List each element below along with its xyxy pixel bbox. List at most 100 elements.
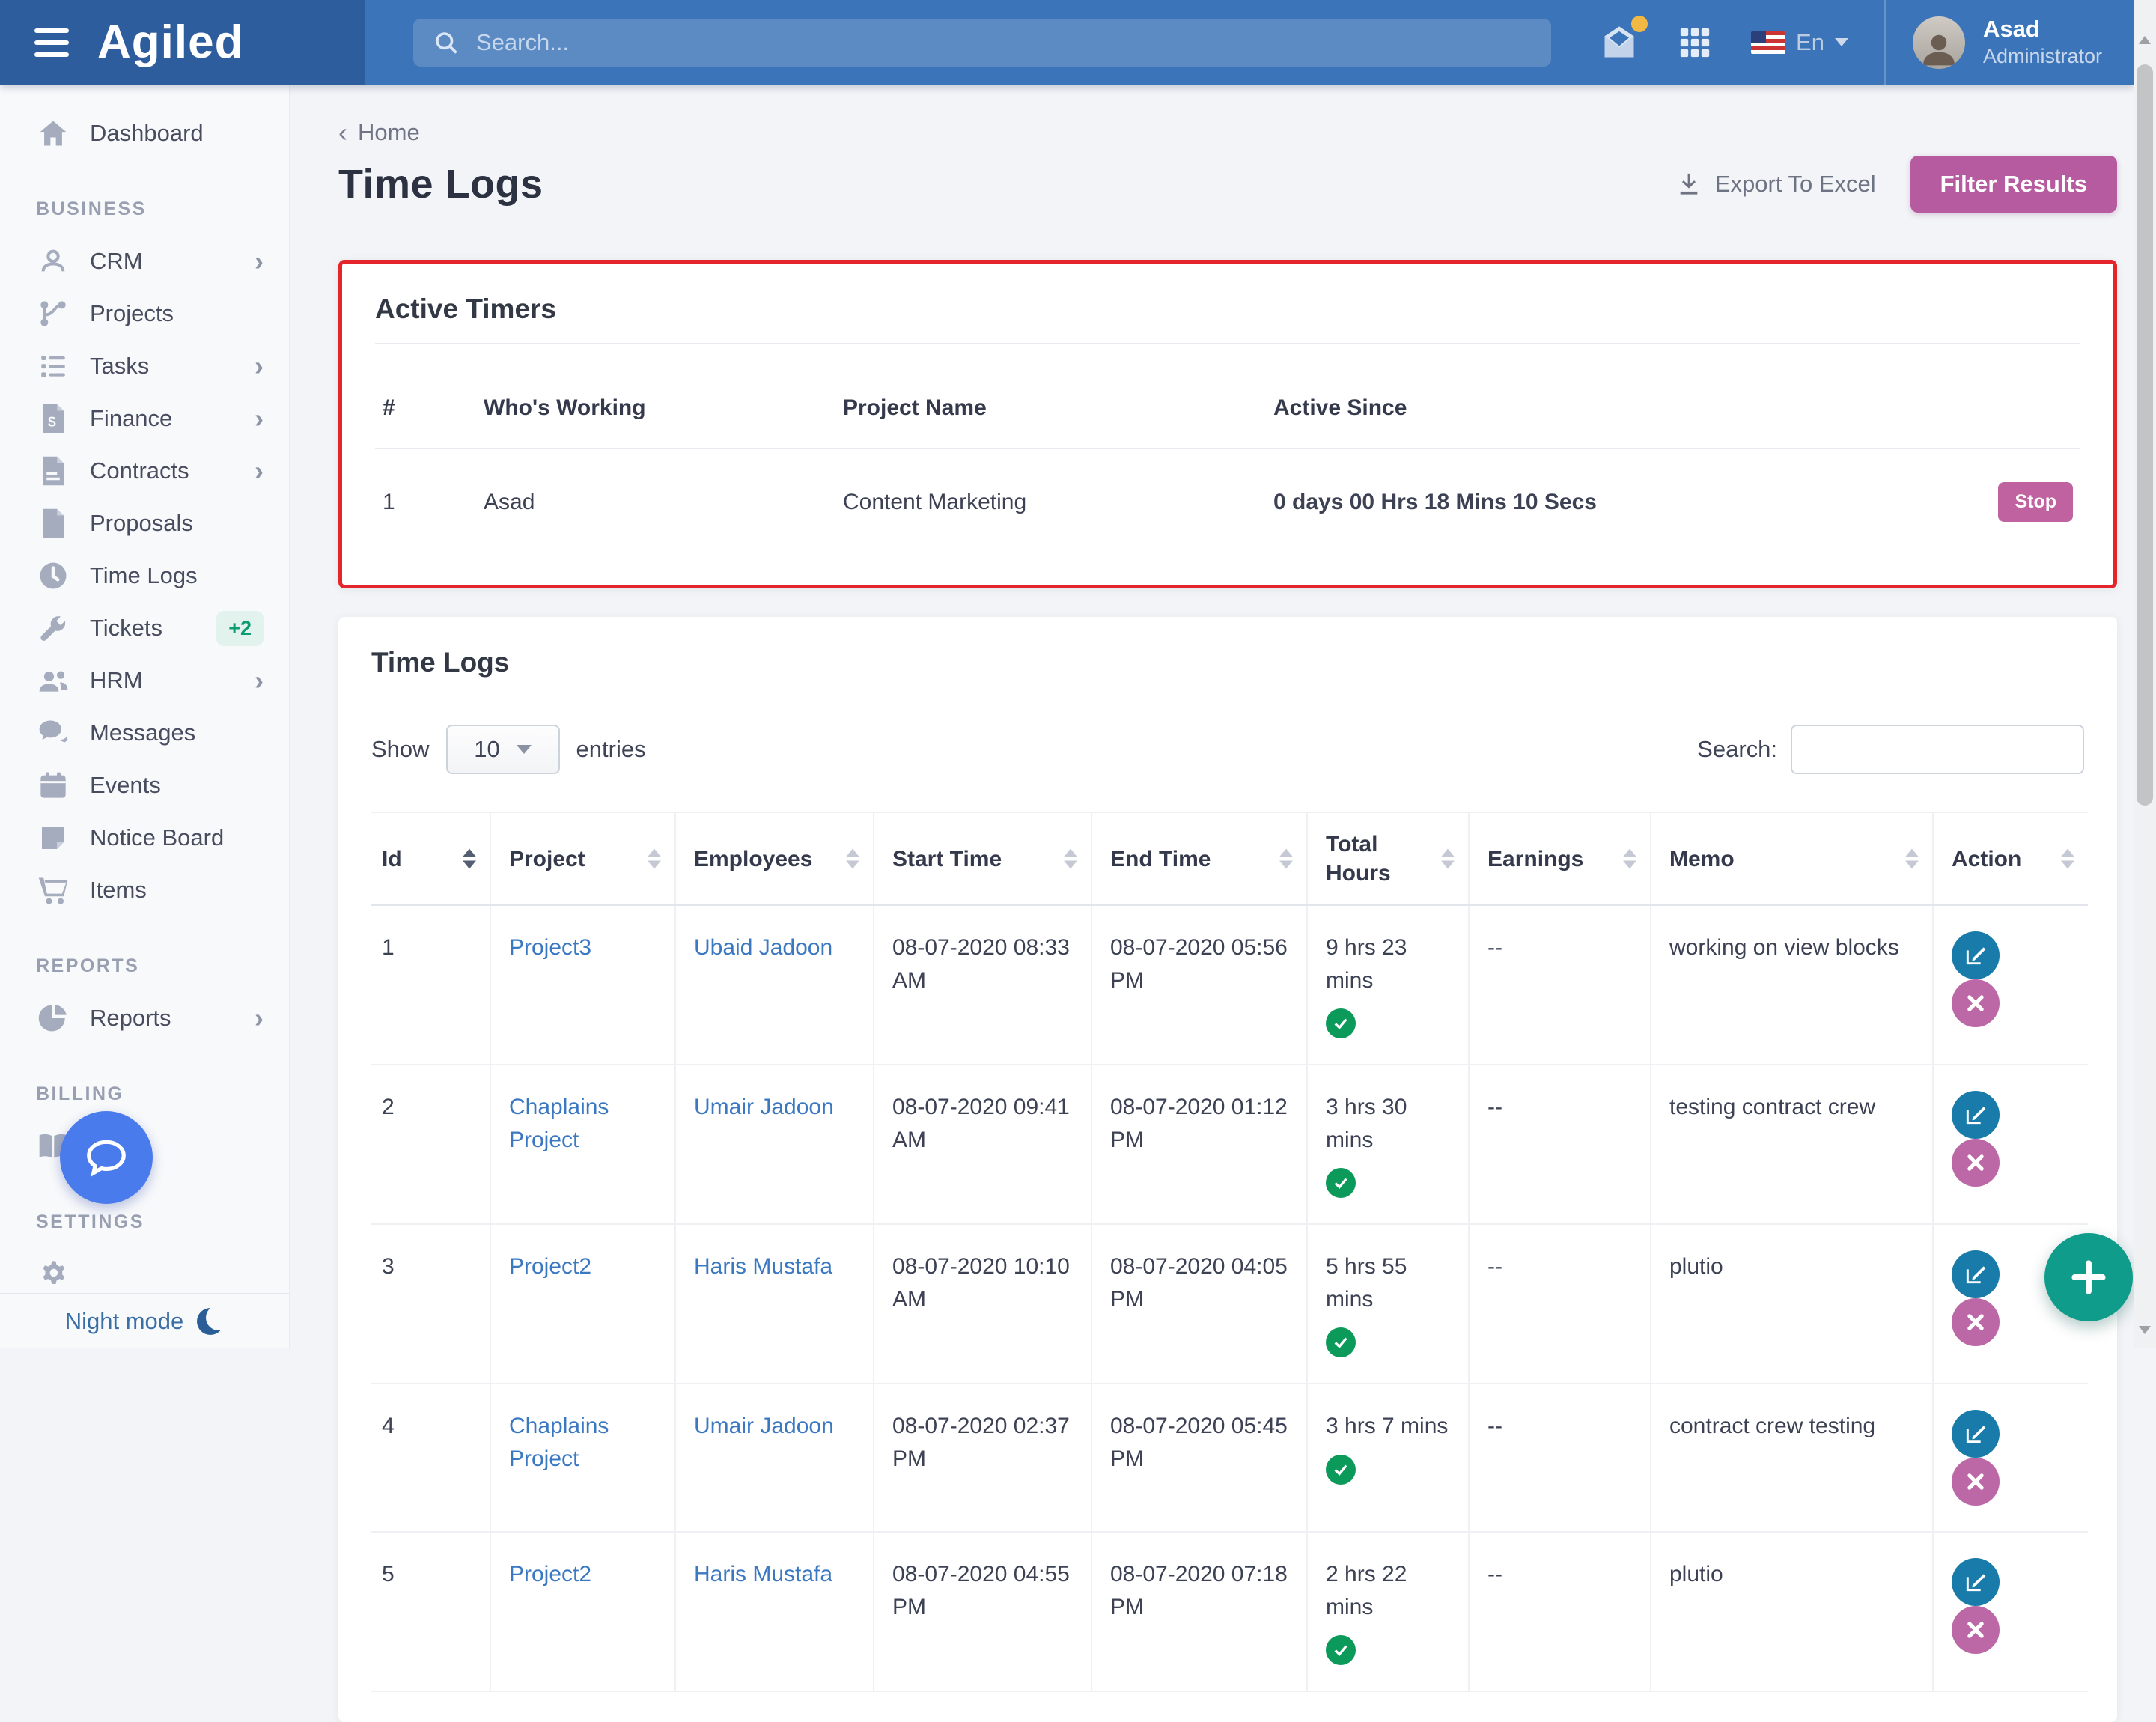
hamburger-menu-icon[interactable]	[34, 28, 69, 57]
search-input[interactable]	[476, 29, 1532, 56]
cell-start-time: 08-07-2020 08:33 AM	[874, 905, 1091, 1065]
cell-start-time: 08-07-2020 04:55 PM	[874, 1532, 1091, 1691]
chat-bubble-icon	[83, 1134, 130, 1181]
project-link[interactable]: Project2	[509, 1254, 591, 1279]
night-mode-toggle[interactable]: Night mode	[65, 1308, 184, 1335]
user-name: Asad	[1983, 15, 2102, 44]
column-header-end-time[interactable]: End Time	[1091, 812, 1307, 905]
branch-icon	[36, 299, 70, 329]
delete-button[interactable]	[1952, 1606, 2000, 1654]
user-role: Administrator	[1983, 44, 2102, 70]
cell-end-time: 08-07-2020 05:45 PM	[1091, 1384, 1307, 1532]
close-icon	[1965, 1619, 1986, 1640]
employee-link[interactable]: Haris Mustafa	[694, 1562, 832, 1586]
help-chat-button[interactable]	[60, 1111, 153, 1204]
employee-link[interactable]: Umair Jadoon	[694, 1095, 834, 1119]
table-search-input[interactable]	[1791, 725, 2084, 774]
export-label: Export To Excel	[1715, 171, 1876, 198]
sidebar-item-projects[interactable]: Projects	[0, 287, 289, 340]
column-header-id[interactable]: Id	[371, 812, 490, 905]
edit-button[interactable]	[1952, 1558, 2000, 1606]
edit-button[interactable]	[1952, 1410, 2000, 1458]
sidebar-item-contracts[interactable]: Contracts ›	[0, 445, 289, 497]
edit-button[interactable]	[1952, 1250, 2000, 1298]
language-selector[interactable]: En	[1751, 29, 1848, 56]
active-timers-card: Active Timers # Who's Working Project Na…	[338, 260, 2117, 588]
moon-icon[interactable]	[197, 1308, 224, 1335]
scroll-down-arrow-icon[interactable]	[2139, 1326, 2151, 1334]
scrollbar-thumb[interactable]	[2137, 64, 2153, 806]
cart-icon	[36, 874, 70, 907]
project-link[interactable]: Chaplains Project	[509, 1414, 609, 1471]
sidebar-item-events[interactable]: Events	[0, 759, 289, 812]
page-scrollbar[interactable]	[2134, 0, 2156, 1348]
sidebar-item-tasks[interactable]: Tasks ›	[0, 340, 289, 392]
column-header-earnings[interactable]: Earnings	[1469, 812, 1651, 905]
sort-icon	[648, 849, 661, 869]
column-header-employees[interactable]: Employees	[675, 812, 874, 905]
scroll-up-arrow-icon[interactable]	[2139, 36, 2151, 44]
column-header-action[interactable]: Action	[1933, 812, 2088, 905]
project-link[interactable]: Project3	[509, 935, 591, 960]
cell-start-time: 08-07-2020 10:10 AM	[874, 1224, 1091, 1384]
sort-icon	[1279, 849, 1293, 869]
edit-icon	[1964, 1422, 1988, 1446]
chevron-right-icon: ›	[255, 457, 264, 484]
sidebar-item-tickets[interactable]: Tickets +2	[0, 602, 289, 654]
delete-button[interactable]	[1952, 1458, 2000, 1506]
sidebar-section-reports: REPORTS	[0, 940, 289, 992]
sidebar-item-crm[interactable]: CRM ›	[0, 235, 289, 287]
user-menu[interactable]: Asad Administrator	[1886, 15, 2134, 70]
project-link[interactable]: Chaplains Project	[509, 1095, 609, 1152]
sidebar-item-hrm[interactable]: HRM ›	[0, 654, 289, 707]
sidebar-item-proposals[interactable]: Proposals	[0, 497, 289, 550]
delete-button[interactable]	[1952, 979, 2000, 1027]
global-search[interactable]	[413, 19, 1551, 67]
filter-results-button[interactable]: Filter Results	[1910, 156, 2117, 213]
main-content: ‹ Home Time Logs Export To Excel Filter …	[290, 85, 2156, 1348]
sidebar-item-time-logs[interactable]: Time Logs	[0, 550, 289, 602]
cell-action	[1933, 905, 2088, 1065]
cell-id: 3	[371, 1224, 490, 1384]
sidebar-item-notice-board[interactable]: Notice Board	[0, 812, 289, 864]
breadcrumb[interactable]: ‹ Home	[338, 121, 2117, 144]
column-header-total-hours[interactable]: Total Hours	[1307, 812, 1469, 905]
sort-icon	[1905, 849, 1919, 869]
delete-button[interactable]	[1952, 1139, 2000, 1187]
breadcrumb-home-link[interactable]: Home	[358, 119, 420, 146]
sidebar-item-label: Reports	[90, 1005, 171, 1032]
column-header-whos-working: Who's Working	[476, 373, 835, 448]
apps-button[interactable]	[1678, 25, 1712, 60]
stop-timer-button[interactable]: Stop	[1998, 482, 2073, 522]
cell-memo: plutio	[1651, 1224, 1933, 1384]
page-size-select[interactable]: 10	[446, 725, 560, 774]
sidebar-item-messages[interactable]: Messages	[0, 707, 289, 759]
column-header-start-time[interactable]: Start Time	[874, 812, 1091, 905]
edit-button[interactable]	[1952, 1091, 2000, 1139]
night-mode-bar: Night mode	[0, 1293, 289, 1348]
sidebar-item-finance[interactable]: $ Finance ›	[0, 392, 289, 445]
svg-text:$: $	[48, 415, 56, 431]
contract-icon	[36, 455, 70, 487]
edit-button[interactable]	[1952, 931, 2000, 979]
add-time-log-button[interactable]	[2044, 1233, 2133, 1321]
delete-button[interactable]	[1952, 1298, 2000, 1346]
notification-dot	[1631, 16, 1648, 32]
language-label: En	[1796, 29, 1824, 56]
sidebar-item-label: Projects	[90, 300, 174, 327]
cell-memo: working on view blocks	[1651, 905, 1933, 1065]
sidebar-item-reports[interactable]: Reports ›	[0, 992, 289, 1044]
gear-icon	[36, 1259, 70, 1290]
employee-link[interactable]: Haris Mustafa	[694, 1254, 832, 1279]
column-header-memo[interactable]: Memo	[1651, 812, 1933, 905]
sidebar-item-label: Items	[90, 877, 147, 904]
employee-link[interactable]: Umair Jadoon	[694, 1414, 834, 1438]
brand-logo[interactable]: Agiled	[97, 16, 243, 69]
employee-link[interactable]: Ubaid Jadoon	[694, 935, 832, 960]
project-link[interactable]: Project2	[509, 1562, 591, 1586]
column-header-project[interactable]: Project	[490, 812, 675, 905]
sidebar-item-items[interactable]: Items	[0, 864, 289, 916]
inbox-button[interactable]	[1600, 23, 1639, 62]
sidebar-item-dashboard[interactable]: Dashboard	[0, 107, 289, 159]
export-to-excel-button[interactable]: Export To Excel	[1676, 171, 1876, 198]
